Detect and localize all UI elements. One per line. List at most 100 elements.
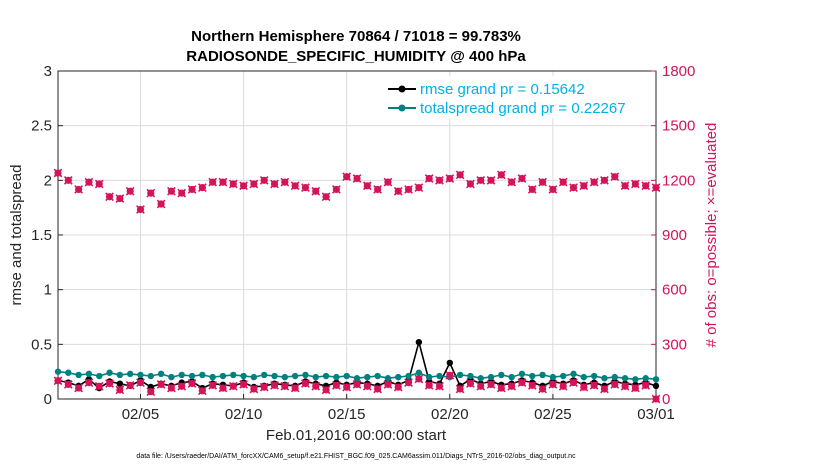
data-point-x [600, 384, 609, 394]
data-point [343, 372, 350, 380]
y-tick-label-left: 2.5 [31, 118, 52, 135]
data-point [425, 373, 433, 381]
data-point-x [455, 170, 465, 180]
data-point-x [352, 380, 362, 389]
data-point-x [610, 172, 620, 182]
data-point-x [105, 192, 114, 202]
data-point [529, 372, 536, 380]
data-point-x [290, 383, 300, 393]
data-point-x [631, 179, 640, 189]
data-point [65, 369, 72, 376]
data-point-x [249, 384, 259, 394]
data-point [157, 370, 165, 378]
data-point-x [507, 177, 517, 187]
data-point-x [548, 185, 558, 194]
y-tick-label-right: 900 [662, 227, 687, 244]
data-point-x [321, 192, 331, 202]
data-point-x [167, 383, 176, 393]
data-point-x [455, 384, 465, 394]
data-point [188, 372, 196, 380]
data-point-x [228, 381, 238, 391]
legend: rmse grand pr = 0.15642 totalspread gran… [384, 76, 654, 118]
data-point [219, 372, 227, 380]
y-tick-label-right: 0 [662, 391, 670, 408]
data-point-x [218, 383, 228, 393]
data-point-x [610, 380, 620, 389]
data-point [322, 372, 330, 380]
data-point [632, 376, 639, 383]
y-tick-label-left: 0.5 [31, 336, 52, 353]
data-point [116, 380, 124, 387]
data-point-x [332, 185, 341, 194]
data-point [271, 372, 278, 380]
data-point-x [53, 376, 63, 386]
data-point-x [579, 181, 589, 191]
data-point-x [373, 185, 382, 194]
data-point-x [445, 174, 455, 183]
data-point [446, 359, 453, 367]
data-point [54, 368, 62, 375]
data-point [364, 373, 371, 381]
data-point [456, 371, 464, 379]
data-point [281, 373, 289, 381]
data-point [415, 369, 423, 376]
data-point [405, 372, 412, 380]
data-point-x [435, 175, 444, 185]
data-point-x [579, 382, 589, 392]
x-tick-label: 02/15 [328, 406, 366, 423]
data-point-x [569, 183, 578, 192]
data-point [312, 373, 319, 381]
data-point [601, 375, 608, 382]
data-point-x [641, 181, 651, 191]
data-point-x [208, 380, 218, 390]
data-point-x [558, 381, 568, 391]
data-point [477, 375, 484, 382]
data-point [415, 338, 423, 346]
data-point [126, 370, 134, 378]
data-point [384, 375, 392, 382]
data-point-x [486, 175, 496, 185]
data-point-x [280, 177, 290, 187]
y-tick-label-left: 1.5 [31, 227, 52, 244]
data-point [230, 371, 237, 379]
legend-marker-spread [398, 104, 406, 112]
data-point-x [94, 381, 104, 391]
y-tick-label-left: 3 [44, 63, 52, 80]
data-point-x [290, 181, 300, 191]
data-point-x [84, 378, 94, 387]
data-point-x [239, 181, 248, 191]
legend-box [384, 76, 654, 118]
data-point-x [496, 383, 506, 393]
data-point-x [527, 185, 537, 194]
data-point-x [63, 175, 73, 185]
data-point [250, 373, 258, 381]
data-point [436, 372, 443, 380]
data-point-x [125, 186, 135, 196]
data-point-x [476, 175, 486, 185]
data-point-x [218, 177, 228, 187]
data-point-x [249, 179, 259, 189]
data-point-x [146, 188, 156, 198]
data-point [580, 373, 588, 381]
data-point-x [538, 177, 547, 187]
data-point [570, 370, 577, 378]
data-point-x [156, 380, 166, 389]
data-point [291, 372, 299, 380]
data-point-x [496, 170, 506, 180]
data-point-x [548, 380, 558, 389]
data-point [209, 373, 216, 381]
data-point-x [63, 380, 73, 389]
data-point-x [589, 177, 599, 187]
x-axis-label: Feb.01,2016 00:00:00 start [266, 427, 447, 444]
data-point [75, 371, 82, 379]
data-point-x [404, 378, 413, 387]
data-point-x [486, 380, 496, 389]
data-point-x [228, 179, 238, 189]
data-point-x [167, 186, 176, 196]
data-point-x [187, 379, 197, 388]
data-point-x [197, 386, 207, 396]
data-point-x [631, 383, 640, 393]
data-point [137, 371, 144, 379]
data-point [106, 369, 113, 376]
